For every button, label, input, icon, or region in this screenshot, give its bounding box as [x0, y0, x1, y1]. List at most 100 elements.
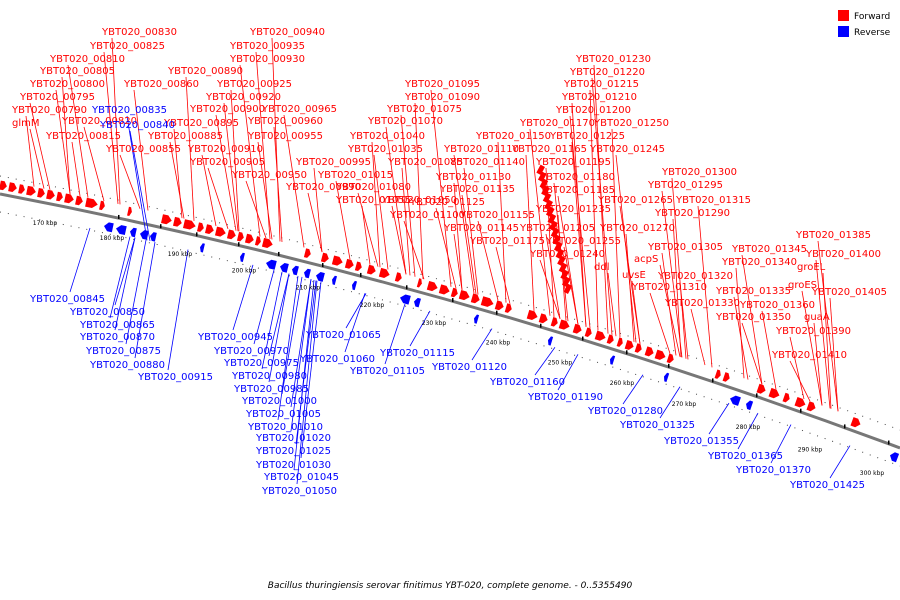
- reverse-gene-label: YBT020_01105: [349, 366, 425, 377]
- reverse-gene-label: YBT020_00975: [223, 358, 299, 369]
- forward-gene-label: YBT020_01080: [335, 182, 411, 193]
- scale-tick-label: 270 kbp: [672, 401, 697, 408]
- forward-gene-label: YBT020_00820: [61, 116, 137, 127]
- forward-gene-label: YBT020_01410: [771, 350, 847, 361]
- forward-leader-line: [215, 114, 237, 231]
- forward-leader-line: [307, 192, 323, 253]
- reverse-leader-line: [471, 328, 493, 361]
- scale-tick-label: 290 kbp: [798, 447, 823, 454]
- reverse-gene-label: YBT020_00945: [197, 332, 273, 343]
- reverse-leader-line: [344, 293, 366, 353]
- forward-leader-line: [477, 220, 499, 301]
- forward-gene-arrow: [794, 397, 806, 408]
- forward-gene-label: YBT020_00965: [261, 104, 337, 115]
- forward-gene-arrow: [303, 248, 311, 258]
- forward-leader-line: [661, 252, 677, 356]
- forward-gene-label: YBT020_00790: [11, 105, 87, 116]
- reverse-leader-line: [829, 445, 851, 479]
- reverse-leader-line: [296, 280, 318, 485]
- reverse-gene-label: YBT020_01020: [255, 433, 331, 444]
- forward-leader-line: [829, 297, 839, 412]
- forward-gene-arrow: [558, 319, 570, 330]
- forward-gene-label: YBT020_01385: [795, 230, 871, 241]
- reverse-gene-arrow: [332, 275, 337, 285]
- reverse-leader-line: [290, 279, 312, 432]
- forward-leader-line: [169, 141, 185, 219]
- reverse-gene-label: YBT020_01065: [305, 330, 381, 341]
- forward-leader-line: [611, 128, 621, 338]
- forward-leader-line: [29, 128, 45, 189]
- forward-leader-line: [453, 182, 463, 290]
- reverse-leader-line: [167, 249, 189, 371]
- forward-gene-label: YBT020_01230: [575, 54, 651, 65]
- forward-gene-arrow: [320, 252, 329, 263]
- backbone-marker: [118, 214, 120, 219]
- forward-leader-line: [83, 126, 105, 202]
- forward-leader-line: [571, 141, 587, 327]
- reverse-gene-label: YBT020_00980: [231, 371, 307, 382]
- reverse-leader-line: [281, 276, 303, 395]
- forward-gene-label: YBT020_01215: [563, 79, 639, 90]
- forward-gene-label: YBT020_01140: [449, 157, 525, 168]
- forward-gene-label: YBT020_01390: [775, 326, 851, 337]
- forward-gene-arrow: [572, 323, 582, 334]
- backbone-marker: [496, 310, 498, 315]
- forward-gene-label: YBT020_00830: [101, 27, 177, 38]
- reverse-leader-line: [129, 130, 151, 242]
- reverse-gene-label: YBT020_01160: [489, 377, 565, 388]
- forward-gene-label: YBT020_01200: [555, 105, 631, 116]
- reverse-gene-arrow: [610, 355, 616, 365]
- forward-gene-arrow: [8, 182, 17, 192]
- forward-gene-label: YBT020_00825: [89, 41, 165, 52]
- forward-gene-label: YBT020_01085: [387, 157, 463, 168]
- reverse-gene-label: YBT020_01010: [247, 422, 323, 433]
- forward-leader-line: [133, 89, 149, 211]
- backbone-line: [0, 192, 900, 450]
- forward-gene-arrow: [37, 187, 45, 198]
- forward-gene-label: YBT020_01225: [549, 131, 625, 142]
- forward-gene-label: YBT020_01195: [535, 157, 611, 168]
- forward-gene-label: YBT020_01035: [347, 144, 423, 155]
- reverse-gene-label: YBT020_01030: [255, 460, 331, 471]
- reverse-gene-label: YBT020_01005: [245, 409, 321, 420]
- forward-gene-arrow: [584, 327, 592, 338]
- reverse-gene-label: YBT020_00865: [79, 320, 155, 331]
- forward-gene-arrow: [26, 185, 36, 196]
- forward-leader-line: [223, 102, 239, 232]
- reverse-gene-arrow: [414, 297, 421, 308]
- forward-gene-arrow: [541, 185, 550, 196]
- backbone-marker: [406, 285, 408, 290]
- forward-gene-label: YBT020_01090: [404, 92, 480, 103]
- forward-gene-arrow: [226, 229, 236, 240]
- forward-gene-label: YBT020_01175: [469, 236, 545, 247]
- forward-gene-label: YBT020_00860: [123, 79, 199, 90]
- forward-gene-label: YBT020_01320: [657, 271, 733, 282]
- forward-gene-label: ddl: [594, 262, 609, 273]
- reverse-gene-label: YBT020_01050: [261, 486, 337, 497]
- forward-gene-label: YBT020_01295: [647, 180, 723, 191]
- forward-leader-line: [385, 126, 407, 275]
- scale-tick-label: 180 kbp: [100, 235, 125, 242]
- reverse-gene-arrow: [140, 230, 149, 240]
- backbone-marker: [626, 350, 628, 355]
- reverse-leader-line: [293, 279, 315, 471]
- forward-leader-line: [529, 128, 551, 316]
- reverse-leader-line: [708, 402, 730, 435]
- forward-gene-label: YBT020_01165: [511, 144, 587, 155]
- scale-tick-label: 210 kbp: [296, 284, 321, 291]
- forward-gene-arrow: [550, 317, 558, 327]
- forward-leader-line: [257, 141, 273, 240]
- forward-gene-label: groEL: [797, 262, 826, 273]
- forward-gene-label: acpS: [634, 254, 658, 265]
- forward-leader-line: [631, 280, 641, 344]
- forward-gene-label: YBT020_00800: [29, 79, 105, 90]
- forward-gene-arrow: [768, 387, 780, 399]
- forward-gene-arrow: [75, 195, 83, 206]
- backbone-marker: [888, 440, 890, 445]
- forward-gene-label: YBT020_01310: [631, 282, 707, 293]
- forward-leader-line: [25, 115, 35, 187]
- forward-gene-label: YBT020_01150: [475, 131, 551, 142]
- backbone-marker: [712, 378, 714, 383]
- genome-backbone: [0, 175, 900, 467]
- reverse-gene-arrow: [292, 265, 299, 276]
